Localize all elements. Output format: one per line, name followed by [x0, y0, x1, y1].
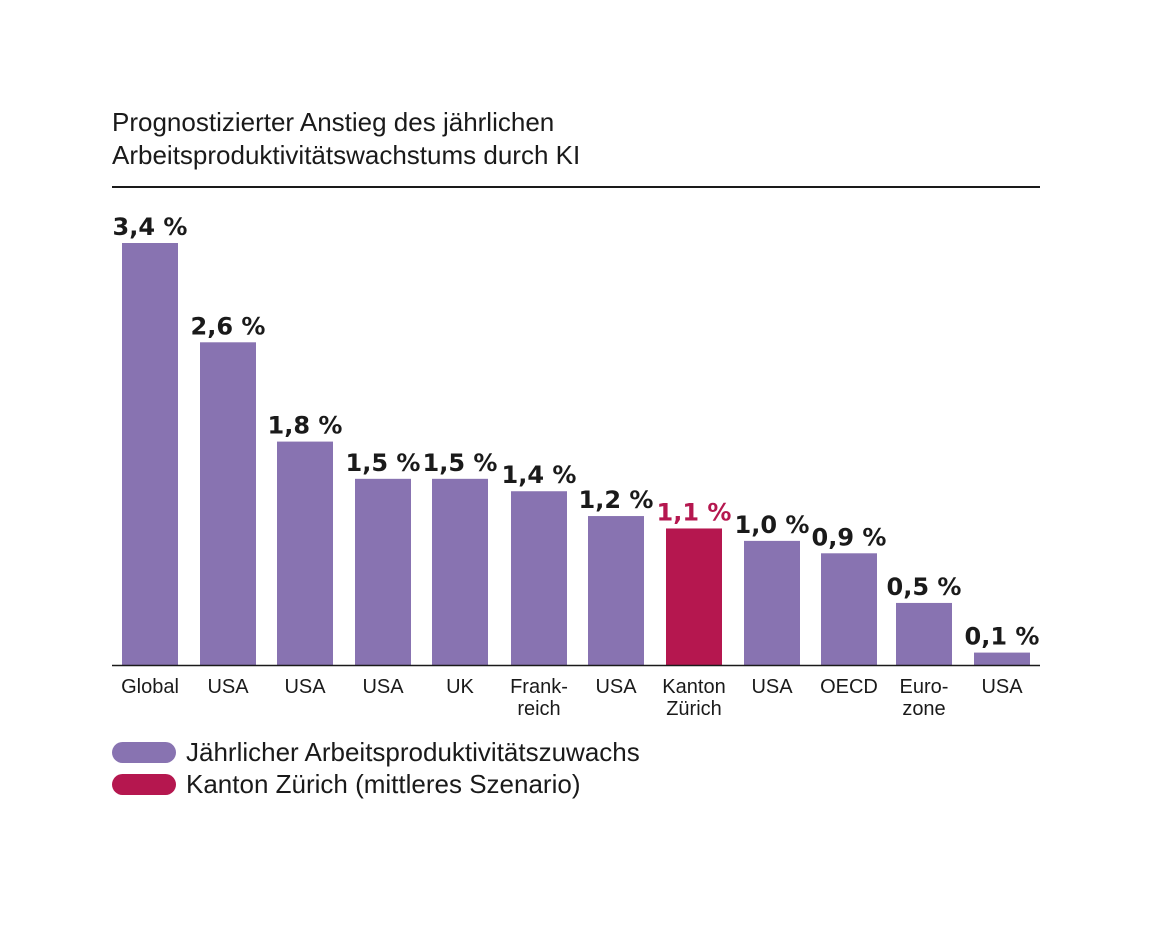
bar-4 [432, 478, 488, 665]
category-label-10-line-1: zone [902, 698, 945, 720]
bar-8 [744, 540, 800, 665]
value-label-9: 0,9 % [812, 523, 887, 551]
category-label-2: USA [284, 676, 326, 698]
category-label-4: UK [446, 676, 474, 698]
value-label-2: 1,8 % [268, 412, 343, 440]
value-label-7: 1,1 % [657, 498, 732, 526]
legend-item-zurich: Kanton Zürich (mittleres Szenario) [112, 768, 640, 800]
value-label-0: 3,4 % [113, 213, 188, 241]
chart-title-line-1: Prognostizierter Anstieg des jährlichen [112, 107, 555, 137]
category-label-5-line-0: Frank- [510, 676, 568, 698]
category-label-10-line-0: Euro- [900, 676, 949, 698]
title-rule [112, 186, 1040, 188]
category-label-7-line-1: Zürich [666, 698, 722, 720]
bar-5 [511, 491, 567, 665]
bar-2 [277, 441, 333, 665]
legend-swatch-zurich [112, 773, 176, 795]
category-label-8: USA [751, 676, 793, 698]
bar-10 [896, 602, 952, 665]
value-label-10: 0,5 % [887, 573, 962, 601]
value-label-8: 1,0 % [735, 511, 810, 539]
category-label-11: USA [981, 676, 1023, 698]
bar-11 [974, 652, 1030, 665]
legend-item-productivity: Jährlicher Arbeitsproduktivitätszuwachs [112, 736, 640, 768]
bar-9 [821, 553, 877, 665]
legend-swatch-productivity [112, 741, 176, 763]
category-label-9: OECD [820, 676, 878, 698]
chart-title-line-2: Arbeitsproduktivitätswachstums durch KI [112, 140, 581, 170]
category-label-6: USA [595, 676, 637, 698]
legend-label-productivity: Jährlicher Arbeitsproduktivitätszuwachs [186, 736, 640, 767]
value-label-11: 0,1 % [965, 623, 1040, 651]
value-label-3: 1,5 % [346, 449, 421, 477]
bar-3 [355, 478, 411, 665]
category-label-0: Global [121, 676, 179, 698]
bar-0 [122, 243, 178, 665]
category-label-3: USA [362, 676, 404, 698]
bar-7 [666, 528, 722, 665]
value-label-4: 1,5 % [423, 449, 498, 477]
chart-title: Prognostizierter Anstieg des jährlichen … [112, 106, 580, 172]
legend: Jährlicher Arbeitsproduktivitätszuwachs … [112, 736, 640, 800]
category-label-7-line-0: Kanton [662, 676, 725, 698]
bar-1 [200, 342, 256, 665]
category-label-5-line-1: reich [517, 698, 560, 720]
value-label-6: 1,2 % [579, 486, 654, 514]
value-label-1: 2,6 % [191, 312, 266, 340]
category-label-1: USA [207, 676, 249, 698]
bar-6 [588, 516, 644, 665]
legend-label-zurich: Kanton Zürich (mittleres Szenario) [186, 768, 581, 799]
value-label-5: 1,4 % [502, 461, 577, 489]
